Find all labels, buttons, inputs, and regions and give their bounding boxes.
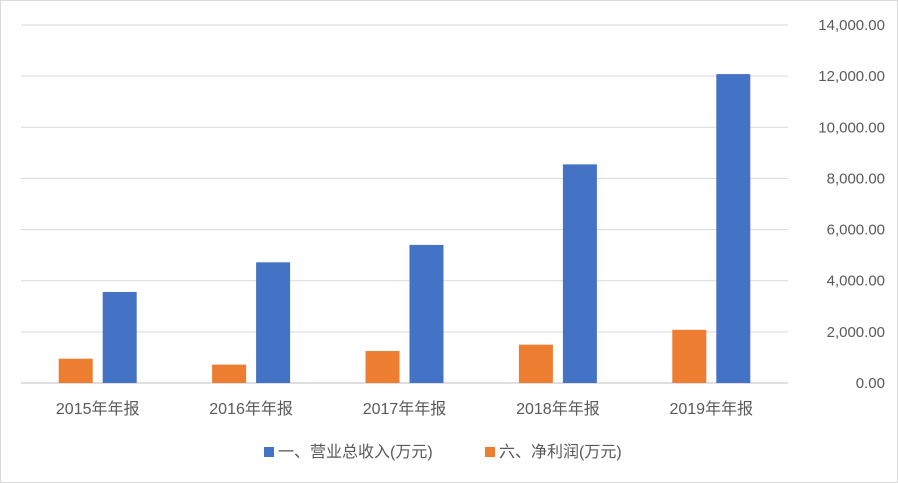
y-tick-label: 2,000.00 xyxy=(827,324,885,341)
y-tick-label: 4,000.00 xyxy=(827,273,885,290)
bar-net-profit xyxy=(518,344,553,383)
x-category-label: 2017年年报 xyxy=(363,400,447,418)
bar-net-profit xyxy=(365,351,400,383)
legend-label: 一、营业总收入(万元) xyxy=(278,443,433,461)
y-tick-label: 0.00 xyxy=(856,375,885,392)
y-tick-label: 8,000.00 xyxy=(827,170,885,187)
y-tick-label: 6,000.00 xyxy=(827,222,885,239)
bar-net-profit xyxy=(672,329,707,383)
legend-swatch xyxy=(264,447,274,457)
bars xyxy=(58,74,751,384)
gridlines xyxy=(21,24,788,384)
bar-net-profit xyxy=(58,358,93,383)
y-axis-tick-labels: 0.00 2,000.00 4,000.00 6,000.00 8,000.00 10,0… xyxy=(818,17,885,392)
legend: 一、营业总收入(万元) 六、净利润(万元) xyxy=(264,443,622,461)
y-tick-label: 10,000.00 xyxy=(818,119,885,136)
bar-total-revenue xyxy=(562,164,597,383)
legend-label: 六、净利润(万元) xyxy=(499,443,622,461)
x-category-label: 2015年年报 xyxy=(56,400,140,418)
x-category-label: 2018年年报 xyxy=(516,400,600,418)
y-tick-label: 14,000.00 xyxy=(818,17,885,34)
x-axis-category-labels: 2015年年报 2016年年报 2017年年报 2018年年报 2019年年报 xyxy=(56,400,753,418)
legend-swatch xyxy=(485,447,495,457)
bar-total-revenue xyxy=(256,262,291,383)
bar-total-revenue xyxy=(409,244,444,383)
x-category-label: 2019年年报 xyxy=(669,400,753,418)
bar-total-revenue xyxy=(716,74,751,384)
bar-total-revenue xyxy=(102,291,137,383)
y-tick-label: 12,000.00 xyxy=(818,68,885,85)
x-category-label: 2016年年报 xyxy=(209,400,293,418)
bar-net-profit xyxy=(212,364,247,383)
